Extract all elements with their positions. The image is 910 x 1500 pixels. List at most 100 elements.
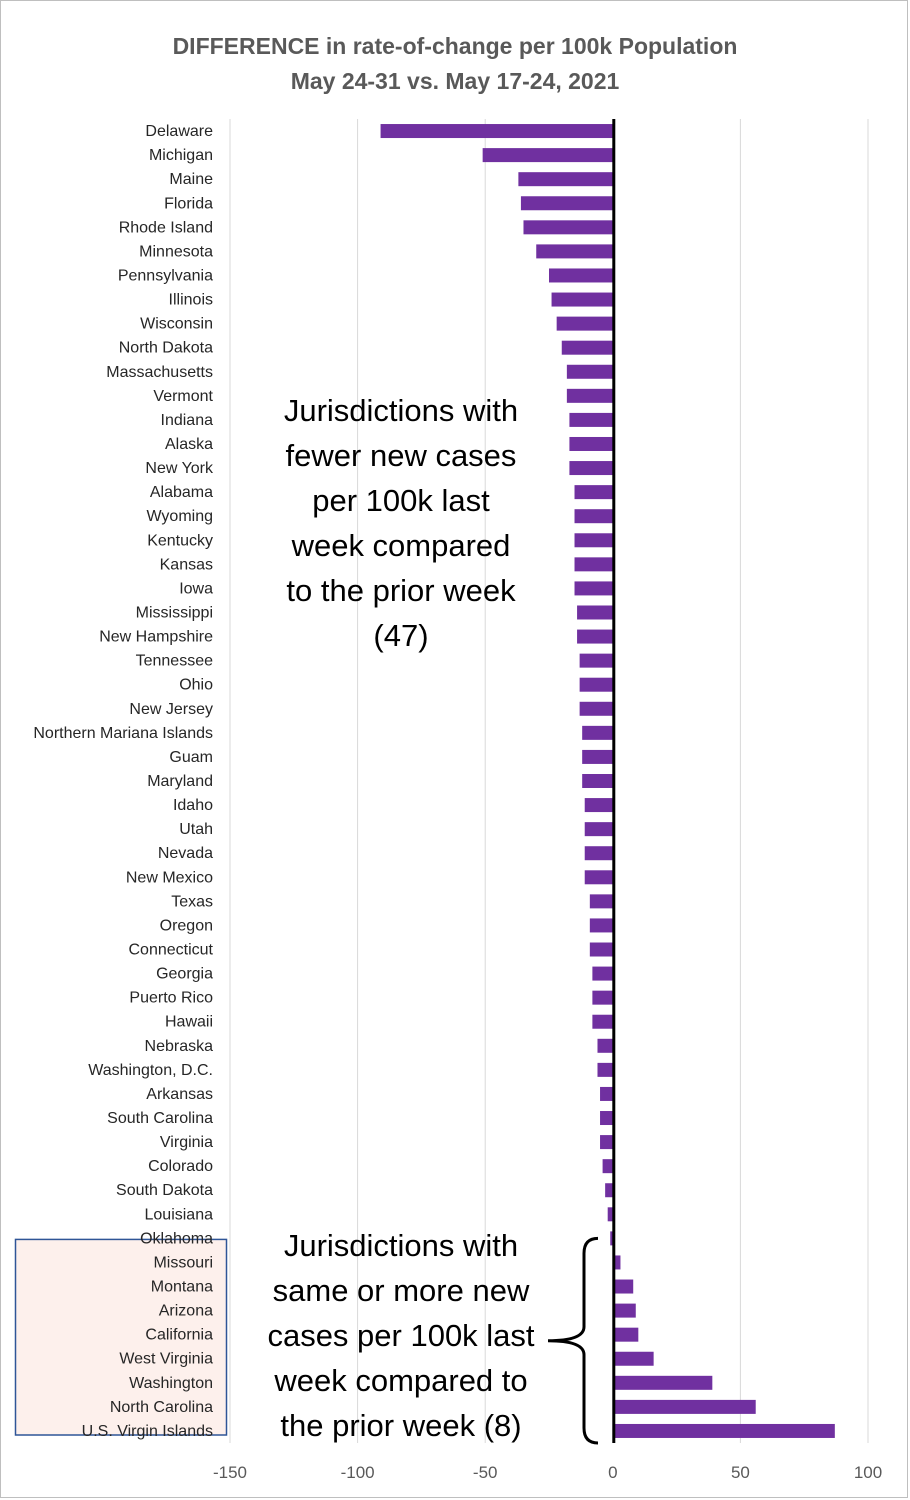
annotation-line: Jurisdictions with [283, 393, 519, 428]
annotation-line: same or more new [272, 1273, 530, 1308]
bar [556, 316, 613, 331]
category-label: South Dakota [116, 1182, 213, 1199]
highlight-box [14, 1238, 228, 1436]
category-label: Colorado [148, 1158, 213, 1175]
bar [597, 1038, 613, 1053]
category-label: Washington, D.C. [88, 1062, 213, 1079]
bar [589, 918, 613, 933]
bar [566, 364, 613, 379]
bar [582, 725, 613, 740]
bar [612, 1327, 639, 1342]
annotation-more-cases: Jurisdictions with same or more new case… [236, 1223, 566, 1448]
category-label: Rhode Island [119, 219, 213, 236]
bar [579, 677, 613, 692]
bar [592, 966, 613, 981]
annotation-line: cases per 100k last [267, 1318, 535, 1353]
category-label: Nevada [158, 845, 213, 862]
category-label: Puerto Rico [129, 990, 213, 1007]
bar [523, 220, 613, 235]
category-label: Delaware [145, 123, 213, 140]
category-label: North Dakota [119, 340, 213, 357]
bar [612, 1303, 636, 1318]
category-label: Alaska [165, 436, 213, 453]
annotation-line: Jurisdictions with [283, 1228, 519, 1263]
category-label: Minnesota [139, 243, 213, 260]
bar [574, 581, 613, 596]
category-label: Northern Mariana Islands [33, 725, 213, 742]
category-label: Louisiana [145, 1206, 214, 1223]
category-label: Kansas [160, 556, 213, 573]
bar [602, 1159, 613, 1174]
category-label: Connecticut [129, 942, 214, 959]
chart-title: DIFFERENCE in rate-of-change per 100k Po… [172, 33, 738, 59]
bar [607, 1207, 613, 1222]
category-label: Iowa [179, 580, 213, 597]
x-tick-label: -100 [341, 1463, 375, 1482]
bar [600, 1111, 613, 1126]
x-tick-label: 100 [854, 1463, 882, 1482]
bar [569, 461, 613, 476]
category-label: Oklahoma [140, 1230, 213, 1247]
category-label: Guam [169, 749, 213, 766]
category-label: Oregon [160, 917, 213, 934]
category-label: Arkansas [146, 1086, 213, 1103]
bar [589, 894, 613, 909]
bar [518, 172, 613, 187]
category-label: Wyoming [146, 508, 213, 525]
annotation-line: week compared [291, 528, 511, 563]
category-label: U.S. Virgin Islands [82, 1423, 213, 1440]
category-label: Texas [171, 893, 213, 910]
category-label: Maine [169, 171, 213, 188]
bar [584, 870, 613, 885]
bar [600, 1135, 613, 1150]
annotation-fewer-cases: Jurisdictions with fewer new cases per 1… [236, 388, 566, 658]
category-label: North Carolina [110, 1399, 213, 1416]
bar [536, 244, 613, 259]
category-label: Alabama [150, 484, 213, 501]
bar [574, 509, 613, 524]
category-label: Maryland [147, 773, 213, 790]
bar [584, 822, 613, 837]
bar [612, 1279, 634, 1294]
curly-brace [547, 1236, 599, 1445]
category-label: Idaho [173, 797, 213, 814]
x-tick-label: 50 [731, 1463, 750, 1482]
category-label: Vermont [153, 388, 213, 405]
bar [574, 485, 613, 500]
x-tick-label: -50 [473, 1463, 498, 1482]
annotation-line: the prior week (8) [280, 1408, 522, 1443]
bar [566, 388, 613, 403]
category-label: Illinois [169, 292, 213, 309]
bar [569, 412, 613, 427]
annotation-line: (47) [373, 618, 429, 653]
category-label: Utah [179, 821, 213, 838]
bar [612, 1375, 713, 1390]
bar [589, 942, 613, 957]
category-label: Wisconsin [140, 316, 213, 333]
category-label: Indiana [161, 412, 214, 429]
bar [610, 1231, 613, 1246]
category-label: New Mexico [126, 869, 213, 886]
bar [482, 148, 613, 163]
category-label: Nebraska [145, 1038, 214, 1055]
category-label: Kentucky [147, 532, 213, 549]
bar [584, 846, 613, 861]
bar [569, 436, 613, 451]
category-label: Montana [151, 1279, 213, 1296]
category-label: Hawaii [165, 1014, 213, 1031]
bar [600, 1086, 613, 1101]
bar [549, 268, 613, 283]
category-label: Georgia [156, 966, 213, 983]
category-label: California [145, 1327, 213, 1344]
bar [582, 774, 613, 788]
category-label: Ohio [179, 677, 213, 694]
category-label: South Carolina [107, 1110, 213, 1127]
category-label: New Jersey [129, 701, 213, 718]
bar [380, 124, 613, 139]
bar [612, 1399, 756, 1414]
category-label: Mississippi [136, 604, 213, 621]
annotation-line: fewer new cases [285, 438, 517, 473]
bar [579, 653, 613, 668]
category-label: Washington [129, 1375, 213, 1392]
